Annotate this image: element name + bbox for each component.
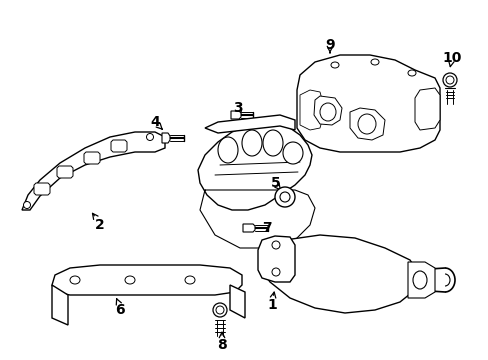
Polygon shape (52, 285, 68, 325)
Ellipse shape (412, 271, 426, 289)
Ellipse shape (283, 142, 303, 164)
Ellipse shape (357, 114, 375, 134)
Polygon shape (258, 236, 294, 282)
Ellipse shape (330, 62, 338, 68)
Ellipse shape (271, 241, 280, 249)
Polygon shape (34, 183, 50, 195)
Ellipse shape (263, 130, 283, 156)
Ellipse shape (242, 130, 262, 156)
Ellipse shape (146, 134, 153, 140)
Ellipse shape (280, 192, 289, 202)
Ellipse shape (445, 76, 453, 84)
Polygon shape (407, 262, 434, 298)
Text: 5: 5 (270, 176, 280, 190)
Polygon shape (84, 152, 100, 164)
Polygon shape (230, 111, 241, 119)
Polygon shape (57, 166, 73, 178)
Ellipse shape (271, 268, 280, 276)
Polygon shape (22, 132, 164, 210)
Polygon shape (260, 235, 419, 313)
Text: 4: 4 (150, 115, 160, 129)
Ellipse shape (407, 70, 415, 76)
Polygon shape (313, 96, 341, 125)
Polygon shape (52, 265, 242, 295)
Ellipse shape (319, 103, 335, 121)
Polygon shape (414, 88, 439, 130)
Polygon shape (204, 115, 294, 133)
Polygon shape (162, 133, 170, 143)
Polygon shape (243, 224, 254, 232)
Text: 3: 3 (233, 101, 243, 115)
Polygon shape (299, 90, 325, 130)
Ellipse shape (213, 303, 226, 317)
Polygon shape (111, 140, 127, 152)
Ellipse shape (218, 137, 238, 163)
Ellipse shape (184, 276, 195, 284)
Polygon shape (198, 123, 311, 210)
Ellipse shape (274, 187, 294, 207)
Text: 10: 10 (442, 51, 461, 65)
Text: 7: 7 (262, 221, 271, 235)
Polygon shape (296, 55, 439, 152)
Ellipse shape (442, 73, 456, 87)
Polygon shape (349, 108, 384, 140)
Polygon shape (229, 285, 244, 318)
Text: 6: 6 (115, 303, 124, 317)
Ellipse shape (23, 202, 30, 208)
Ellipse shape (125, 276, 135, 284)
Ellipse shape (70, 276, 80, 284)
Text: 1: 1 (266, 298, 276, 312)
Text: 8: 8 (217, 338, 226, 352)
Ellipse shape (216, 306, 224, 314)
Text: 9: 9 (325, 38, 334, 52)
Text: 2: 2 (95, 218, 104, 232)
Ellipse shape (370, 59, 378, 65)
